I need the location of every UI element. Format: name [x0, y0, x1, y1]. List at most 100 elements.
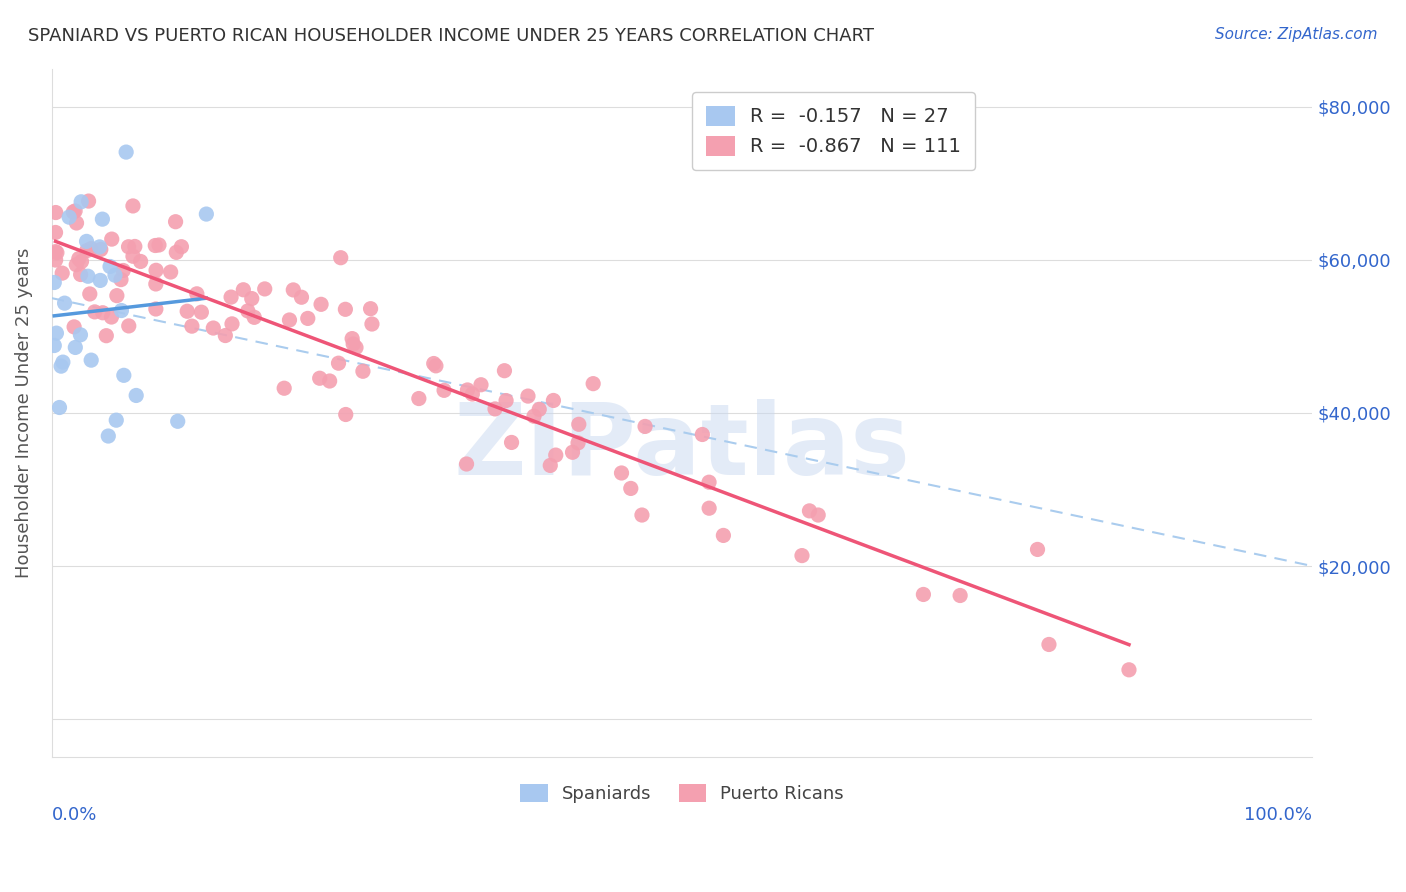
- Point: [433, 384, 456, 398]
- Point: [110, 303, 132, 318]
- Point: [79, 287, 101, 301]
- Point: [425, 359, 447, 373]
- Point: [697, 475, 720, 490]
- Point: [335, 408, 357, 422]
- Point: [100, 232, 122, 246]
- Point: [543, 393, 565, 408]
- Point: [243, 310, 266, 325]
- Point: [76, 235, 98, 249]
- Point: [190, 305, 212, 319]
- Point: [69, 327, 91, 342]
- Point: [145, 277, 167, 291]
- Point: [538, 458, 561, 473]
- Point: [340, 332, 363, 346]
- Point: [328, 356, 350, 370]
- Point: [912, 587, 935, 601]
- Point: [45, 205, 67, 219]
- Point: [76, 244, 98, 258]
- Point: [90, 243, 112, 257]
- Point: [170, 240, 193, 254]
- Point: [202, 321, 225, 335]
- Point: [63, 204, 86, 219]
- Point: [145, 301, 167, 316]
- Point: [67, 252, 90, 266]
- Point: [949, 589, 972, 603]
- Point: [470, 377, 492, 392]
- Point: [790, 549, 813, 563]
- Point: [283, 283, 305, 297]
- Point: [461, 387, 484, 401]
- Point: [236, 304, 259, 318]
- Point: [567, 436, 589, 450]
- Point: [105, 413, 128, 427]
- Point: [494, 364, 516, 378]
- Point: [495, 393, 517, 408]
- Point: [697, 501, 720, 516]
- Point: [329, 251, 352, 265]
- Point: [176, 304, 198, 318]
- Point: [89, 240, 111, 254]
- Point: [422, 357, 444, 371]
- Point: [53, 296, 76, 310]
- Point: [309, 297, 332, 311]
- Point: [523, 409, 546, 424]
- Point: [361, 317, 384, 331]
- Point: [51, 266, 73, 280]
- Point: [214, 328, 236, 343]
- Point: [69, 268, 91, 282]
- Point: [1118, 663, 1140, 677]
- Text: ZIPatlas: ZIPatlas: [454, 399, 911, 496]
- Point: [62, 205, 84, 219]
- Point: [335, 302, 357, 317]
- Point: [568, 417, 591, 432]
- Point: [105, 288, 128, 302]
- Point: [232, 283, 254, 297]
- Point: [97, 429, 120, 443]
- Point: [77, 269, 100, 284]
- Point: [195, 207, 218, 221]
- Point: [582, 376, 605, 391]
- Point: [96, 328, 118, 343]
- Point: [118, 318, 141, 333]
- Point: [83, 305, 105, 319]
- Point: [344, 341, 367, 355]
- Point: [799, 504, 821, 518]
- Point: [115, 145, 138, 160]
- Point: [297, 311, 319, 326]
- Point: [180, 319, 202, 334]
- Point: [65, 258, 87, 272]
- Point: [166, 414, 188, 428]
- Point: [122, 199, 145, 213]
- Point: [110, 272, 132, 286]
- Point: [561, 445, 583, 459]
- Text: 100.0%: 100.0%: [1244, 805, 1312, 823]
- Point: [807, 508, 830, 522]
- Point: [49, 359, 72, 373]
- Point: [44, 276, 66, 290]
- Point: [100, 310, 122, 324]
- Point: [620, 482, 643, 496]
- Y-axis label: Householder Income Under 25 years: Householder Income Under 25 years: [15, 248, 32, 578]
- Point: [65, 341, 87, 355]
- Point: [44, 226, 66, 240]
- Point: [456, 457, 478, 471]
- Point: [122, 249, 145, 263]
- Point: [352, 364, 374, 378]
- Point: [529, 402, 551, 417]
- Point: [98, 260, 121, 274]
- Point: [143, 238, 166, 252]
- Point: [165, 215, 187, 229]
- Point: [145, 263, 167, 277]
- Point: [692, 427, 714, 442]
- Point: [112, 368, 135, 383]
- Point: [253, 282, 276, 296]
- Point: [159, 265, 181, 279]
- Point: [125, 388, 148, 402]
- Point: [240, 292, 263, 306]
- Point: [360, 301, 382, 316]
- Point: [610, 466, 633, 480]
- Point: [52, 355, 75, 369]
- Point: [91, 212, 114, 227]
- Point: [148, 238, 170, 252]
- Point: [219, 290, 242, 304]
